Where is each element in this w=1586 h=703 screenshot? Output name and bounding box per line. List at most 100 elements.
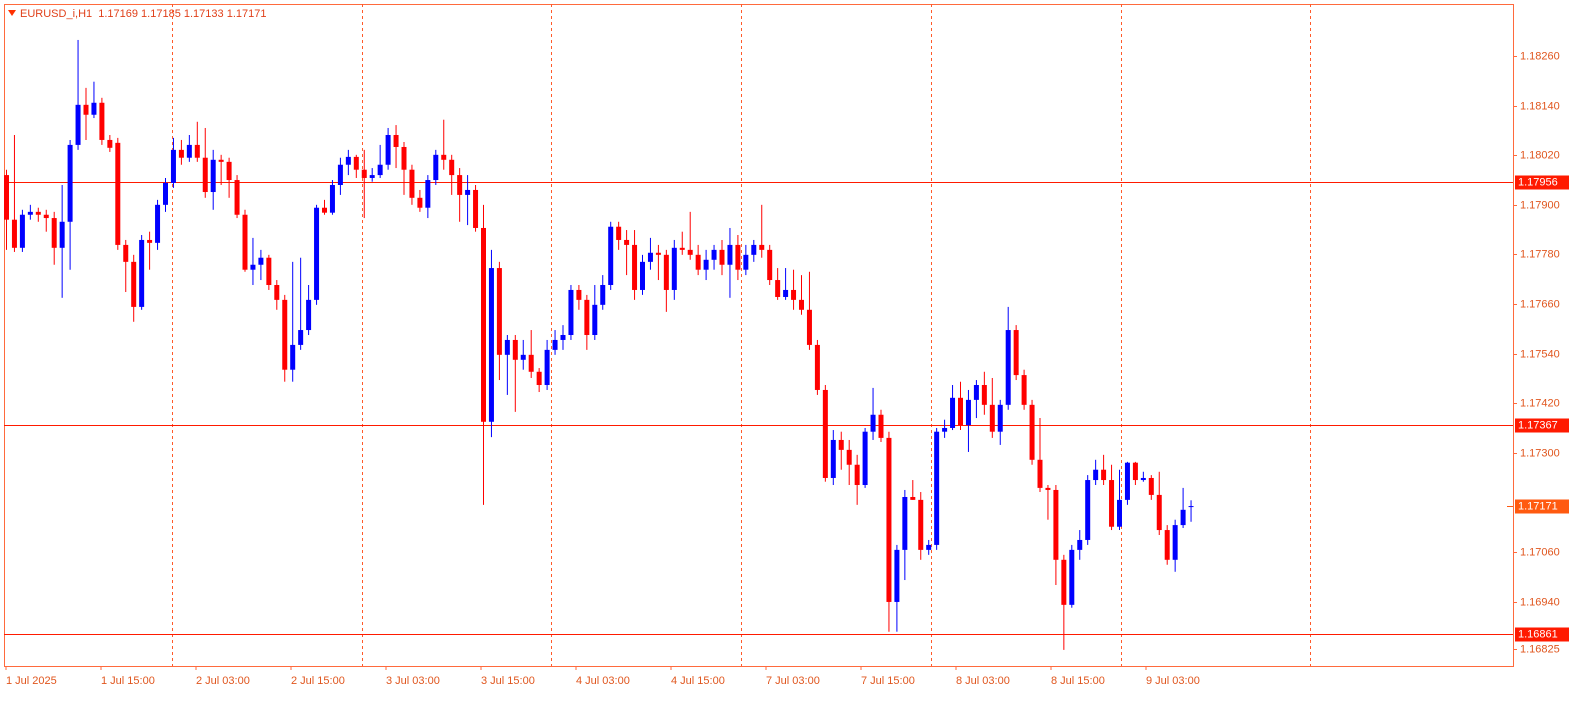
candle-body (425, 180, 431, 208)
candle-body (1172, 525, 1178, 560)
candle-body (814, 344, 820, 390)
chart-title: EURUSD_i,H1 1.17169 1.17185 1.17133 1.17… (20, 8, 266, 20)
current-price-label-box (1515, 499, 1569, 514)
x-tick-label: 3 Jul 03:00 (386, 675, 440, 687)
candle-body (958, 397, 963, 426)
y-tick-label: 1.16940 (1520, 596, 1560, 608)
candle-body (838, 439, 844, 450)
y-tick-label: 1.17060 (1520, 546, 1560, 558)
candle-body (202, 157, 208, 193)
candle-body (1037, 459, 1043, 488)
candle-body (163, 182, 168, 205)
candle-body (322, 207, 327, 213)
candle-body (27, 211, 33, 215)
candle-body (1061, 559, 1067, 605)
y-tick-label: 1.17900 (1520, 199, 1560, 211)
candle-body (608, 226, 614, 285)
candle-body (361, 169, 367, 178)
candle-body (520, 354, 526, 360)
candle-body (950, 397, 956, 428)
candle-body (258, 257, 264, 265)
x-tick-label: 4 Jul 15:00 (671, 675, 725, 687)
candle-body (934, 431, 940, 545)
candle-body (59, 221, 65, 248)
candle-body (981, 385, 987, 405)
candle-body (186, 144, 192, 158)
candle-body (600, 284, 606, 305)
candle-body (393, 134, 399, 147)
candle-body (282, 299, 288, 370)
candle-body (568, 289, 574, 335)
candle-body (862, 431, 868, 486)
candle-body (433, 154, 439, 181)
candle-body (663, 254, 669, 290)
candle-body (1013, 330, 1019, 376)
y-tick-label: 1.18260 (1520, 50, 1560, 62)
candle-body (1093, 469, 1099, 481)
candle-body (43, 214, 49, 219)
candle-body (457, 175, 463, 195)
x-tick-label: 7 Jul 03:00 (766, 675, 820, 687)
candle-body (1188, 506, 1194, 508)
candle-body (210, 159, 216, 193)
menu-arrow[interactable] (8, 10, 16, 16)
candle-body (11, 219, 17, 248)
level-label-box (1515, 627, 1569, 642)
candle-body (695, 254, 701, 270)
candle-body (1156, 494, 1162, 531)
x-tick-label: 4 Jul 03:00 (576, 675, 630, 687)
x-tick-label: 7 Jul 15:00 (861, 675, 915, 687)
level-label-box (1515, 175, 1569, 190)
plot-border (4, 4, 1514, 667)
candle-body (536, 371, 542, 386)
candle-body (51, 218, 57, 248)
candle-body (226, 161, 232, 181)
candle-body (822, 389, 828, 478)
candle-body (306, 299, 312, 331)
candle-body (679, 247, 685, 250)
candle-body (894, 549, 900, 602)
candle-body (830, 439, 836, 478)
candle-body (131, 261, 137, 307)
candle-body (4, 175, 9, 220)
candle-body (314, 207, 320, 300)
candle-body (751, 244, 757, 255)
candle-body (115, 142, 121, 245)
candle-body (799, 299, 804, 310)
candle-body (632, 244, 638, 290)
x-tick-label: 8 Jul 03:00 (956, 675, 1010, 687)
candle-body (918, 499, 924, 550)
candle-body (147, 239, 153, 243)
candle-body (791, 289, 797, 300)
candle-body (83, 104, 89, 115)
candle-body (155, 204, 161, 243)
candle-body (1124, 462, 1130, 500)
candle-body (759, 244, 765, 250)
candle-body (783, 289, 789, 297)
candle-body (767, 249, 773, 281)
y-tick-label: 1.17660 (1520, 298, 1560, 310)
candle-body (1053, 489, 1059, 560)
candle-body (647, 252, 653, 262)
candle-body (1164, 530, 1170, 560)
candle-body (1140, 477, 1146, 481)
candle-body (965, 399, 971, 426)
candle-body (1132, 462, 1138, 481)
candle-body (687, 249, 693, 255)
candle-body (401, 146, 407, 170)
x-tick-label: 3 Jul 15:00 (481, 675, 535, 687)
candle-body (234, 180, 240, 215)
candle-body (1029, 404, 1035, 460)
y-tick-label: 1.17300 (1520, 447, 1560, 459)
candle-body (170, 149, 176, 183)
candle-body (417, 197, 423, 208)
candle-body (19, 214, 25, 248)
candle-body (35, 211, 41, 215)
candle-body (290, 344, 296, 370)
y-tick-label: 1.17780 (1520, 248, 1560, 260)
level-label-box (1515, 418, 1569, 433)
candle-body (488, 268, 494, 422)
candle-body (353, 156, 359, 170)
